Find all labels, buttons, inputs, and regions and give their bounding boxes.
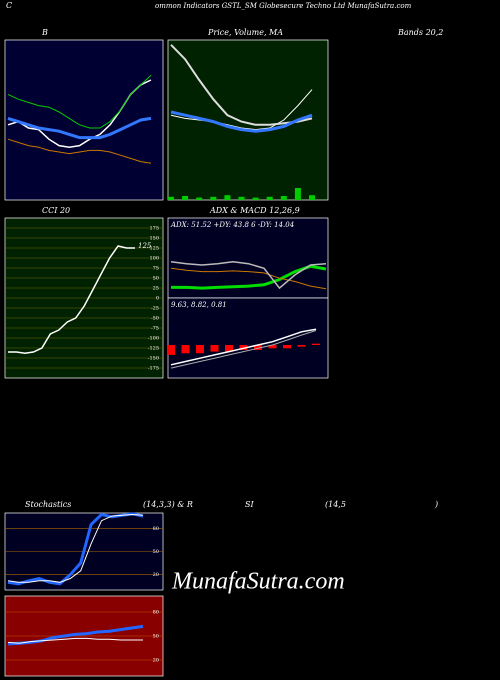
volume-bar [238,196,245,200]
series-line [7,637,143,644]
series-line [171,264,327,290]
series-line [7,138,152,164]
y-tick-label: 50 [153,549,159,555]
row-label: (14,5 [325,500,346,509]
volume-bar [280,196,287,200]
data-label: 125 [138,242,152,250]
y-tick-label: -125 [148,346,159,352]
volume-bar [168,196,174,200]
row-label: Stochastics [25,500,71,509]
y-tick-label: 50 [153,634,159,640]
histogram-bar [239,345,248,350]
series-line [170,330,317,369]
histogram-bar [254,345,262,350]
volume-bar [309,195,315,200]
series-line [170,267,327,290]
series-line [170,328,317,366]
annotation: ADX: 51.52 +DY: 43.8 6 -DY: 14.04 [170,221,294,229]
panel [167,297,329,379]
histogram-bar [225,345,233,352]
header: ommon Indicators GSTL_SM Globesecure Tec… [155,2,412,10]
y-tick-label: 175 [149,226,159,232]
histogram-bar [196,345,204,354]
series-line [170,89,313,131]
y-tick-label: 20 [153,658,159,664]
volume-bar [182,196,189,200]
series-line [170,110,313,133]
histogram-bar [210,345,219,352]
watermark: MunafaSutra.com [171,569,345,595]
row-label: ) [434,500,438,509]
series-line [170,260,327,290]
volume-bar [196,197,203,200]
panel [4,39,164,201]
row-label: Price, Volume, MA [207,28,283,37]
series-line [7,624,144,646]
y-tick-label: 80 [153,526,159,532]
row-label: SI [245,500,254,509]
y-tick-label: -100 [148,336,159,342]
histogram-bar [181,345,190,354]
histogram-bar [283,345,291,349]
series-line [7,116,152,140]
volume-bar [252,197,259,200]
y-tick-label: 25 [153,286,159,292]
y-tick-label: 0 [156,296,159,302]
histogram-bar [268,345,277,349]
row-label: B [41,28,48,37]
y-tick-label: 80 [153,610,159,616]
volume-bar [224,195,231,200]
series-line [7,513,144,583]
volume-bar [266,196,273,200]
y-tick-label: 150 [149,236,159,242]
header: C [6,1,12,10]
row-label: ADX & MACD 12,26,9 [209,206,300,215]
histogram-bar [312,343,320,345]
y-tick-label: -75 [151,326,159,332]
series-line [8,245,135,354]
volume-bar [210,196,217,200]
y-tick-label: 75 [153,266,159,272]
row-label: (14,3,3) & R [143,500,193,509]
y-tick-label: 20 [153,572,159,578]
y-tick-label: -150 [148,356,159,362]
histogram-bar [297,345,306,347]
y-tick-label: 50 [153,276,159,282]
volume-bar [294,188,301,200]
annotation: 9.63, 8.82, 0.81 [171,301,227,309]
y-tick-label: 125 [149,246,159,252]
y-tick-label: -175 [148,366,159,372]
y-tick-label: -25 [151,306,159,312]
row-label: CCI 20 [42,206,70,215]
series-line [7,74,152,129]
row-label: Bands 20,2 [397,28,443,37]
histogram-bar [167,345,175,355]
y-tick-label: 100 [149,256,159,262]
y-tick-label: -50 [151,316,159,322]
